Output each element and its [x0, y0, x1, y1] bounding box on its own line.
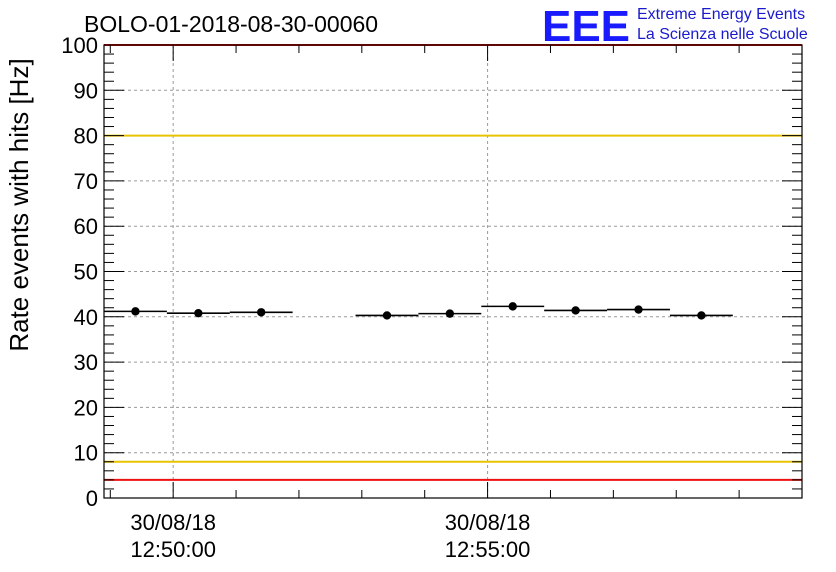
- y-tick-label: 70: [74, 169, 98, 194]
- y-axis-label: Rate events with hits [Hz]: [4, 58, 34, 351]
- x-tick-label-time: 12:55:00: [445, 537, 531, 562]
- y-tick-labels: 0 10 20 30 40 50 60 70 80 90 100: [61, 33, 98, 511]
- y-tick-label: 0: [86, 486, 98, 511]
- y-tick-label: 80: [74, 124, 98, 149]
- reference-lines: [104, 44, 802, 481]
- y-tick-label: 40: [74, 305, 98, 330]
- y-tick-label: 100: [61, 33, 98, 58]
- y-tick-label: 30: [74, 350, 98, 375]
- eee-logo-line1: Extreme Energy Events: [637, 6, 805, 23]
- eee-logo-line2: La Scienza nelle Scuole: [637, 26, 808, 43]
- data-point: [445, 309, 455, 318]
- chart-title: BOLO-01-2018-08-30-00060: [84, 11, 378, 37]
- eee-logo-letters: EEE: [542, 2, 630, 51]
- data-point: [382, 311, 392, 320]
- data-point: [697, 311, 706, 320]
- data-point: [257, 308, 266, 317]
- data-point: [571, 306, 580, 315]
- y-tick-label: 10: [74, 441, 98, 466]
- data-point: [194, 308, 203, 318]
- axis-ticks: [104, 44, 803, 499]
- data-point: [508, 302, 517, 311]
- grid-lines: [104, 45, 802, 498]
- y-tick-label: 90: [74, 78, 98, 103]
- data-points: [104, 302, 733, 320]
- y-tick-label: 60: [74, 214, 98, 239]
- data-point: [131, 307, 140, 316]
- eee-logo: EEE Extreme Energy Events La Scienza nel…: [542, 2, 808, 51]
- y-tick-label: 20: [74, 395, 98, 420]
- x-tick-label-date: 30/08/18: [130, 510, 216, 535]
- y-tick-label: 50: [74, 260, 98, 285]
- x-tick-label-date: 30/08/18: [445, 510, 531, 535]
- x-tick-label-time: 12:50:00: [130, 537, 216, 562]
- data-point: [634, 305, 643, 314]
